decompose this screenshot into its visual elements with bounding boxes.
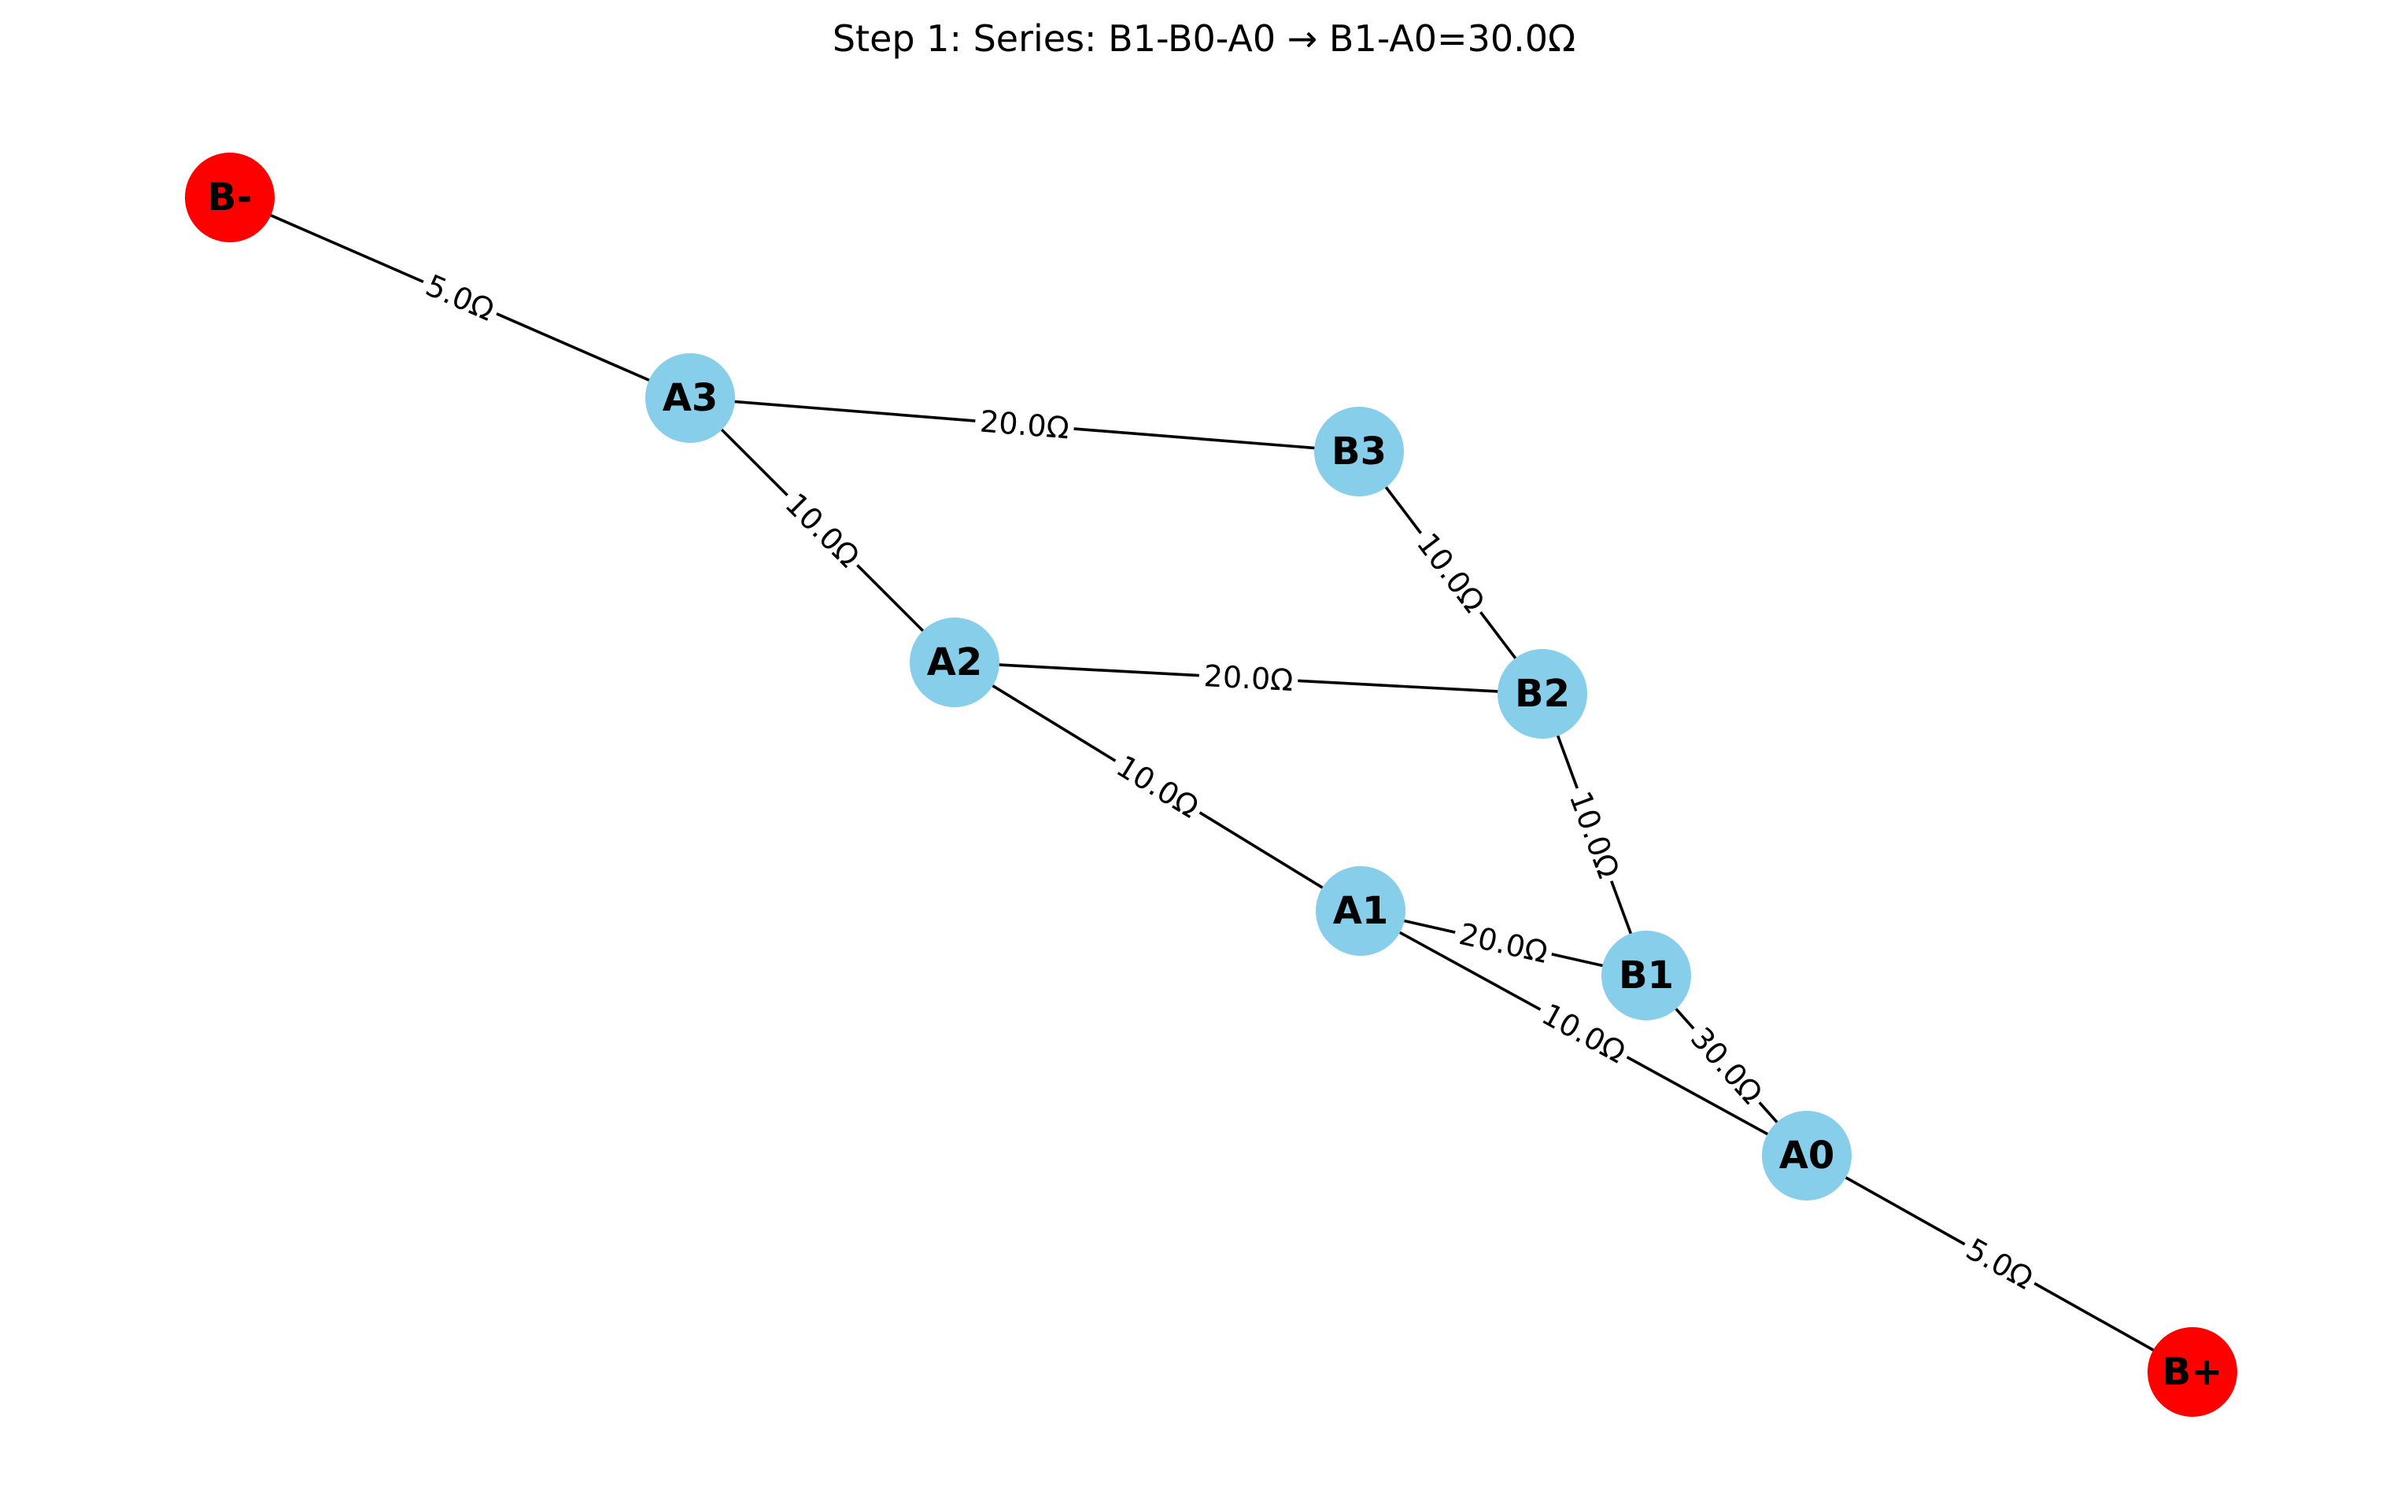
edge-label-a2-b2: 20.0Ω	[1198, 656, 1299, 700]
node-label: B3	[1331, 430, 1387, 474]
edge-label-text: 10.0Ω	[1563, 787, 1627, 883]
node-circle	[1314, 407, 1404, 496]
node-a3: A3	[645, 353, 735, 443]
node-circle	[1498, 649, 1587, 739]
edge-label-a3-a2: 10.0Ω	[774, 481, 871, 579]
node-a2: A2	[910, 618, 999, 707]
node-label: B-	[208, 175, 253, 219]
node-a0: A0	[1762, 1111, 1852, 1200]
node-b2: B2	[1498, 649, 1587, 739]
edge-label-background	[415, 264, 504, 331]
node-label: B2	[1515, 672, 1570, 716]
node-label: B1	[1619, 953, 1674, 998]
node-circle	[2148, 1327, 2237, 1417]
edge-label-background	[1405, 522, 1496, 624]
edge-label-a3-b3: 20.0Ω	[973, 402, 1076, 448]
edge-label-bminus-a3: 5.0Ω	[415, 264, 504, 331]
node-label: A3	[663, 376, 718, 420]
node-a1: A1	[1316, 866, 1405, 956]
node-bplus: B+	[2148, 1327, 2237, 1417]
edge-label-background	[1450, 913, 1557, 973]
node-label: A1	[1333, 889, 1389, 933]
node-b3: B3	[1314, 407, 1404, 496]
edge-label-text: 5.0Ω	[1960, 1231, 2039, 1296]
edge-label-text: 5.0Ω	[421, 267, 500, 327]
edge-label-text: 20.0Ω	[979, 404, 1071, 446]
node-circle	[645, 353, 735, 443]
node-circle	[1316, 866, 1405, 956]
edge-label-a0-bplus: 5.0Ω	[1956, 1227, 2044, 1300]
diagram-title: Step 1: Series: B1-B0-A0 → B1-A0=30.0Ω	[832, 17, 1576, 60]
node-label: A0	[1779, 1134, 1835, 1178]
edge-label-b3-b2: 10.0Ω	[1405, 522, 1496, 624]
edge-label-a1-b1: 20.0Ω	[1450, 913, 1557, 973]
edge-label-background	[1679, 1016, 1774, 1116]
edge-label-text: 30.0Ω	[1684, 1020, 1769, 1110]
edge-label-b2-b1: 10.0Ω	[1559, 781, 1630, 888]
edge-label-b1-a0: 30.0Ω	[1679, 1016, 1774, 1116]
node-bminus: B-	[185, 153, 275, 242]
edges-layer	[229, 196, 2193, 1374]
edge-label-text: 10.0Ω	[1410, 526, 1492, 618]
edge-label-a2-a1: 10.0Ω	[1105, 744, 1210, 829]
edge-label-background	[1105, 744, 1210, 829]
edge-label-text: 10.0Ω	[1110, 749, 1205, 825]
edge-label-text: 20.0Ω	[1203, 658, 1294, 698]
edge-label-background	[1198, 656, 1299, 700]
nodes-layer: B- A3 B3 A2 B2 A1 B1 A0 B+	[185, 153, 2237, 1417]
node-circle	[910, 618, 999, 707]
node-circle	[185, 153, 275, 242]
node-label: B+	[2162, 1350, 2223, 1394]
node-circle	[1762, 1111, 1852, 1200]
edge-label-background	[1559, 781, 1630, 888]
edge-label-background	[1956, 1227, 2044, 1300]
node-b1: B1	[1601, 931, 1691, 1020]
edge-label-background	[774, 481, 871, 579]
edge-label-background	[1531, 993, 1637, 1074]
edge-label-background	[973, 402, 1076, 448]
node-circle	[1601, 931, 1691, 1020]
node-label: A2	[927, 640, 983, 684]
edge-label-text: 10.0Ω	[778, 486, 866, 573]
